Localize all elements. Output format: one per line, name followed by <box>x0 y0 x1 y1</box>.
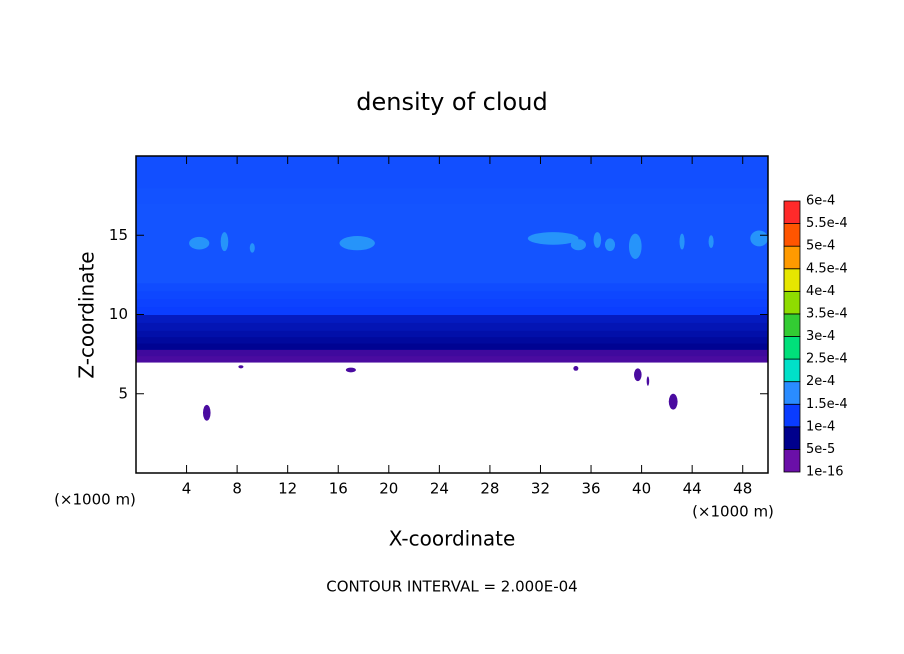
contour-patch <box>646 376 650 386</box>
contour-band <box>136 355 768 363</box>
contour-band <box>136 290 768 300</box>
x-tick-label: 16 <box>329 480 348 498</box>
contour-band <box>136 156 768 189</box>
colorbar-label: 4e-4 <box>806 284 835 299</box>
contour-band <box>136 322 768 331</box>
contour-patch <box>634 368 642 382</box>
colorbar-label: 1e-16 <box>806 465 844 480</box>
colorbar-box <box>783 290 801 315</box>
colorbar-box <box>783 223 801 247</box>
contour-band <box>136 314 768 323</box>
chart-title: density of cloud <box>356 88 547 116</box>
contour-band <box>136 336 768 344</box>
contour-band <box>136 306 768 315</box>
contour-patch <box>570 239 586 251</box>
contour-patch <box>345 367 356 373</box>
contour-patch <box>238 365 244 369</box>
colorbar-box <box>783 426 801 450</box>
x-unit: (×1000 m) <box>692 503 774 521</box>
contour-patch <box>220 232 229 252</box>
colorbar-label: 3.5e-4 <box>806 306 848 321</box>
colorbar-label: 6e-4 <box>806 194 835 209</box>
contour-band <box>136 330 768 338</box>
contour-band <box>136 282 768 292</box>
x-tick-label: 12 <box>278 480 297 498</box>
contour-patch <box>668 393 678 410</box>
contour-patch <box>679 233 685 250</box>
x-tick-label: 24 <box>430 480 449 498</box>
contour-patch <box>189 236 210 250</box>
colorbar-label: 1.5e-4 <box>806 397 848 412</box>
contour-band <box>136 343 768 350</box>
colorbar-box <box>783 200 801 224</box>
x-axis-label: X-coordinate <box>389 527 516 551</box>
colorbar-box <box>783 245 801 270</box>
x-tick-label: 36 <box>581 480 600 498</box>
colorbar-label: 2e-4 <box>806 374 835 389</box>
contour-band <box>136 349 768 357</box>
y-tick-label: 10 <box>109 305 128 323</box>
colorbar-box <box>783 381 801 405</box>
contour-field <box>136 156 768 421</box>
contour-patch <box>593 232 602 248</box>
y-unit: (×1000 m) <box>54 491 136 509</box>
colorbar-label: 4.5e-4 <box>806 261 848 276</box>
x-tick-label: 28 <box>480 480 499 498</box>
contour-patch <box>202 404 211 421</box>
x-tick-label: 4 <box>182 480 192 498</box>
colorbar-box <box>783 313 801 337</box>
colorbar-box <box>783 268 801 292</box>
colorbar-label: 1e-4 <box>806 419 835 434</box>
colorbar-box <box>783 449 801 473</box>
colorbar-label: 2.5e-4 <box>806 352 848 367</box>
colorbar-box <box>783 403 801 428</box>
y-axis-label: Z-coordinate <box>75 251 99 378</box>
contour-patch <box>339 236 375 251</box>
colorbar-label: 5.5e-4 <box>806 216 848 231</box>
colorbar-label: 5e-5 <box>806 442 835 457</box>
footnote: CONTOUR INTERVAL = 2.000E-04 <box>326 578 577 596</box>
x-tick-label: 32 <box>531 480 550 498</box>
y-tick-label: 5 <box>118 384 128 402</box>
contour-patch <box>604 238 616 252</box>
x-tick-label: 44 <box>683 480 702 498</box>
colorbar-label: 3e-4 <box>806 329 835 344</box>
x-tick-label: 20 <box>379 480 398 498</box>
contour-patch <box>708 235 714 248</box>
colorbar-label: 5e-4 <box>806 239 835 254</box>
contour-band <box>136 298 768 308</box>
x-tick-label: 40 <box>632 480 651 498</box>
contour-patch <box>527 232 579 245</box>
colorbar-box <box>783 336 801 360</box>
contour-band <box>136 203 768 284</box>
contour-band <box>136 187 768 205</box>
x-tick-label: 48 <box>733 480 752 498</box>
contour-patch <box>573 366 579 371</box>
x-tick-label: 8 <box>232 480 242 498</box>
contour-patch <box>249 243 255 253</box>
contour-patch <box>628 233 642 260</box>
contour-patch <box>750 230 768 247</box>
colorbar-box <box>783 358 801 383</box>
y-tick-label: 15 <box>109 226 128 244</box>
